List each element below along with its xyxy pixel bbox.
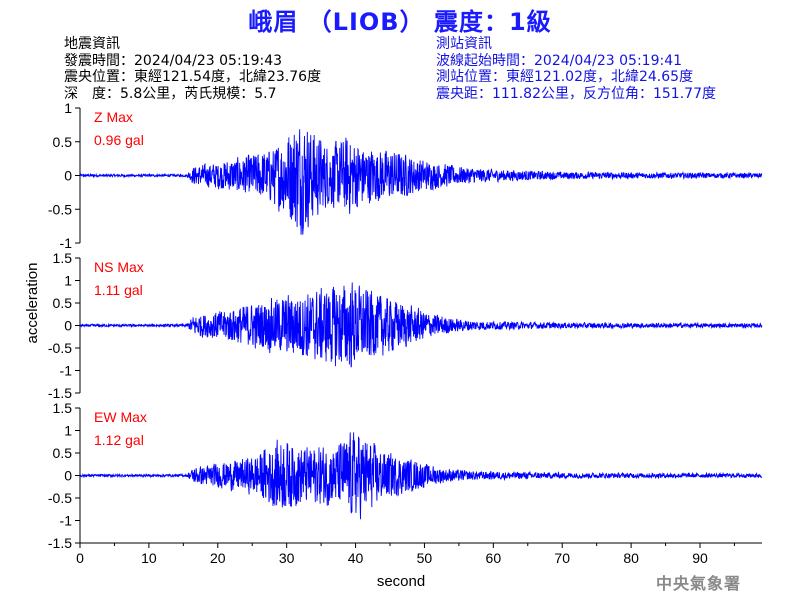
max-label: EW Max: [94, 409, 147, 425]
x-tick-label: 40: [348, 550, 364, 566]
page-title: 峨眉 （LIOB） 震度：1級: [248, 8, 552, 36]
y-tick-label: -0.5: [48, 340, 72, 356]
x-tick-label: 10: [141, 550, 157, 566]
y-tick-label: -1: [60, 235, 73, 251]
trace-panel-3: -1.5 -1 -0.5 0 0.5 1 1.5 EW Max 1.12 gal: [48, 400, 763, 551]
epicentral-distance: 震央距：111.82公里，反方位角：151.77度: [436, 85, 716, 102]
x-tick-label: 0: [76, 550, 84, 566]
max-label: Z Max: [94, 109, 133, 125]
y-tick-label: -1.5: [48, 535, 72, 551]
earthquake-info-heading: 地震資訊: [64, 36, 120, 52]
origin-time: 發震時間：2024/04/23 05:19:43: [64, 52, 283, 69]
max-value: 0.96 gal: [94, 132, 144, 148]
station-info-block: 測站資訊 波線起始時間：2024/04/23 05:19:41 測站位置：東經1…: [436, 36, 716, 102]
y-tick-label: -1: [60, 513, 73, 529]
trace-panel-2: -1.5 -1 -0.5 0 0.5 1 1.5 NS Max 1.11 gal: [48, 250, 763, 401]
y-tick-label: 0: [64, 468, 72, 484]
max-value: 1.11 gal: [94, 282, 143, 298]
y-tick-label: 0.5: [53, 295, 73, 311]
x-tick-label: 70: [554, 550, 570, 566]
x-tick-label: 30: [279, 550, 295, 566]
y-tick-label: -0.5: [48, 490, 72, 506]
y-tick-label: 0.5: [53, 134, 73, 150]
y-tick-label: 1: [64, 100, 72, 116]
x-tick-label: 50: [417, 550, 433, 566]
wave-start-time: 波線起始時間：2024/04/23 05:19:41: [436, 52, 683, 69]
x-tick-label: 20: [210, 550, 226, 566]
waveform-trace: [79, 432, 763, 520]
y-tick-label: -0.5: [48, 201, 72, 217]
station-location: 測站位置：東經121.02度，北緯24.65度: [436, 69, 694, 85]
max-value: 1.12 gal: [94, 432, 144, 448]
y-tick-label: 0: [64, 168, 72, 184]
station-info-heading: 測站資訊: [436, 36, 492, 52]
depth-magnitude: 深 度：5.8公里，芮氏規模：5.7: [64, 85, 277, 102]
x-tick-label: 60: [486, 550, 502, 566]
max-label: NS Max: [94, 259, 144, 275]
y-tick-label: -1: [60, 363, 73, 379]
y-tick-label: 0.5: [53, 445, 73, 461]
waveform-trace: [79, 129, 763, 235]
x-axis-label: second: [377, 573, 425, 590]
y-tick-label: -1.5: [48, 385, 72, 401]
epicenter-location: 震央位置：東經121.54度，北緯23.76度: [64, 69, 322, 85]
agency-logo-text: 中央氣象署: [656, 574, 742, 593]
earthquake-info-block: 地震資訊 發震時間：2024/04/23 05:19:43 震央位置：東經121…: [64, 36, 321, 102]
y-tick-label: 1.5: [53, 400, 73, 416]
x-tick-label: 80: [623, 550, 639, 566]
y-axis-label: acceleration: [24, 263, 41, 344]
y-tick-label: 0: [64, 318, 72, 334]
x-tick-label: 90: [692, 550, 708, 566]
y-tick-label: 1: [64, 423, 72, 439]
y-tick-label: 1: [64, 273, 72, 289]
trace-panel-1: -1 -0.5 0 0.5 1 Z Max 0.96 gal: [48, 100, 763, 251]
waveform-trace: [79, 282, 763, 368]
y-tick-label: 1.5: [53, 250, 73, 266]
